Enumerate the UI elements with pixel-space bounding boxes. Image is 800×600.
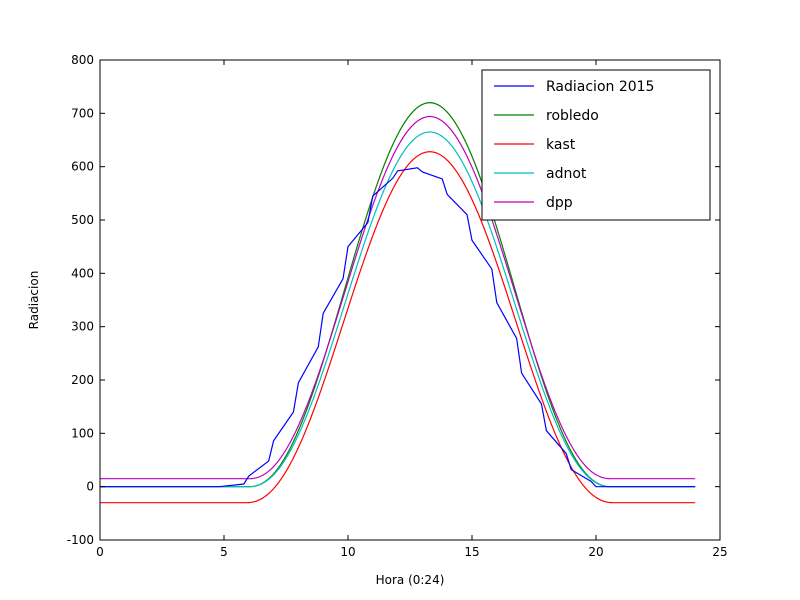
series-line-kast (100, 151, 696, 504)
series-line-radiacion-2015 (100, 167, 696, 488)
y-tick-label: 200 (71, 373, 94, 387)
series-line-dpp (100, 115, 696, 480)
series-layer (100, 102, 696, 504)
y-tick-label: 800 (71, 53, 94, 67)
legend: Radiacion 2015 robledo kast adnot dpp (481, 69, 711, 221)
y-tick-label: 600 (71, 160, 94, 174)
legend-label: Radiacion 2015 (546, 79, 654, 95)
legend-label: robledo (546, 108, 599, 124)
y-tick-label: 300 (71, 320, 94, 334)
legend-label: kast (546, 137, 576, 153)
x-tick-label: 20 (588, 545, 603, 559)
y-tick-label: 500 (71, 213, 94, 227)
legend-label: dpp (546, 195, 573, 211)
x-tick-label: 15 (464, 545, 479, 559)
y-tick-label: 0 (86, 480, 94, 494)
x-tick-label: 0 (96, 545, 104, 559)
y-tick-label: 700 (71, 106, 94, 120)
plot-frame (99, 59, 721, 541)
y-tick-label: 400 (71, 266, 94, 280)
x-tick-label: 5 (220, 545, 228, 559)
legend-label: adnot (546, 166, 587, 182)
y-tick-label: 100 (71, 426, 94, 440)
y-axis-label: Radiacion (27, 271, 41, 330)
x-tick-label: 25 (712, 545, 727, 559)
x-tick-label: 10 (340, 545, 355, 559)
legend-box (481, 69, 711, 221)
x-axis-label: Hora (0:24) (376, 573, 445, 587)
y-tick-label: -100 (67, 533, 94, 547)
